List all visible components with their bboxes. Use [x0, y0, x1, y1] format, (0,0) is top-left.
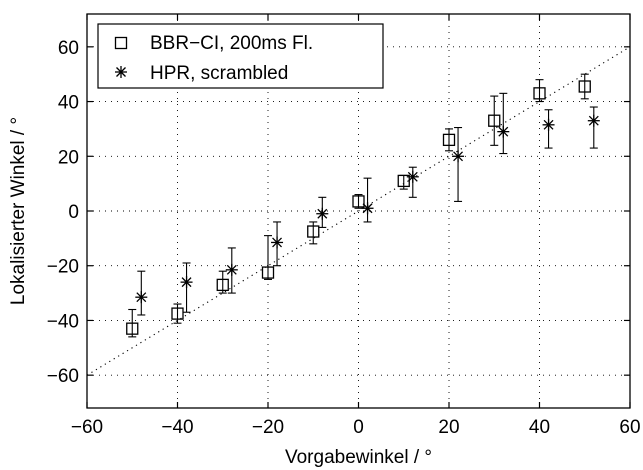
data-point-asterisk	[497, 125, 510, 138]
data-point-square	[352, 195, 365, 208]
data-point-square	[261, 266, 275, 279]
data-point-asterisk	[361, 202, 374, 215]
asterisk-stroke	[317, 208, 328, 219]
asterisk-stroke	[116, 67, 126, 77]
x-tick-label: −20	[252, 417, 284, 438]
series-0	[126, 73, 591, 338]
data-point-asterisk	[542, 118, 555, 131]
data-point-square	[488, 114, 501, 127]
data-point-asterisk	[452, 150, 465, 163]
data-point-square	[171, 307, 184, 320]
x-axis-label: Vorgabewinkel / °	[285, 447, 432, 468]
y-tick-label: 60	[58, 38, 79, 59]
data-layer	[126, 73, 600, 338]
data-point-square	[307, 225, 320, 238]
y-tick-label: −40	[47, 311, 79, 332]
data-point-square	[126, 322, 139, 335]
x-tick-label: 20	[438, 417, 459, 438]
legend-box	[97, 23, 384, 89]
data-point-asterisk	[316, 207, 329, 220]
asterisk-stroke	[543, 119, 554, 130]
data-point-asterisk	[135, 291, 148, 304]
ticks: −60 −40 −20 0 20 40 60 −60 −40 −20 0 20 40 60	[47, 14, 641, 438]
legend-label-hpr: HPR, scrambled	[150, 63, 288, 84]
x-tick-label: −60	[71, 417, 103, 438]
y-tick-label: −60	[47, 366, 79, 387]
x-tick-label: −40	[161, 417, 193, 438]
legend-asterisk-symbol	[115, 66, 127, 78]
data-point-asterisk	[406, 170, 419, 183]
y-tick-label: 40	[58, 93, 79, 114]
legend-marker-square	[114, 36, 128, 50]
diagonal-reference-line	[86, 46, 631, 376]
data-point-asterisk	[180, 276, 193, 289]
asterisk-stroke	[136, 292, 147, 303]
x-tick-label: 40	[529, 417, 550, 438]
legend-label-bbr-ci: BBR−CI, 200ms Fl.	[150, 33, 313, 54]
asterisk-stroke	[181, 277, 192, 288]
x-tick-label: 0	[353, 417, 364, 438]
data-point-square	[578, 80, 591, 93]
asterisk-stroke	[498, 126, 509, 137]
asterisk-stroke	[407, 171, 418, 182]
asterisk-stroke	[588, 115, 599, 126]
data-point-asterisk	[225, 263, 238, 276]
asterisk-stroke	[453, 151, 464, 162]
data-point-square	[442, 133, 456, 147]
data-point-square	[533, 87, 546, 100]
legend: BBR−CI, 200ms Fl. HPR, scrambled	[97, 23, 384, 89]
y-tick-label: 0	[68, 202, 79, 223]
series-1	[135, 92, 600, 316]
y-tick-label: 20	[58, 147, 79, 168]
legend-marker-asterisk	[115, 66, 127, 78]
y-tick-label: −20	[47, 257, 79, 278]
asterisk-stroke	[272, 237, 283, 248]
y-axis-label: Lokalisierter Winkel / °	[8, 117, 29, 305]
data-point-asterisk	[587, 114, 600, 127]
legend-square-symbol	[114, 36, 128, 50]
asterisk-stroke	[362, 203, 373, 214]
x-tick-label: 60	[619, 417, 640, 438]
asterisk-stroke	[226, 264, 237, 275]
data-point-asterisk	[271, 236, 284, 249]
data-point-square	[216, 278, 229, 292]
reference-line	[86, 46, 631, 376]
